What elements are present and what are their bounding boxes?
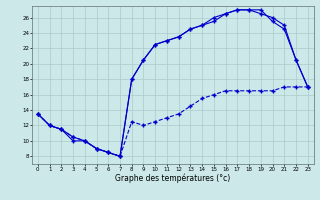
- X-axis label: Graphe des températures (°c): Graphe des températures (°c): [115, 173, 230, 183]
